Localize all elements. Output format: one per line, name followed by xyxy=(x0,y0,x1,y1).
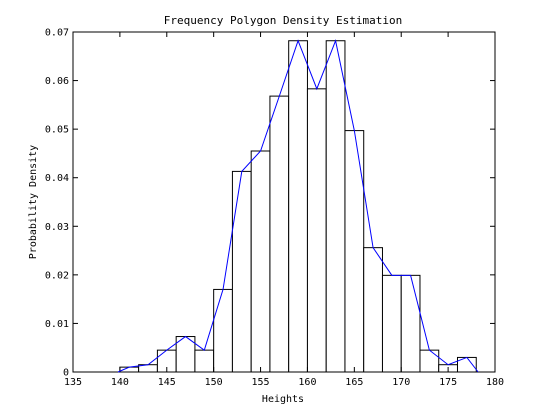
histogram-bar xyxy=(250,150,271,373)
y-tick-label: 0.03 xyxy=(45,222,69,233)
x-tick-label: 140 xyxy=(111,377,129,388)
histogram-bar xyxy=(419,349,440,373)
x-tick-labels: 135 140 145 150 155 160 165 170 175 180 xyxy=(64,377,504,388)
histogram-bar xyxy=(381,274,402,373)
x-tick-label: 150 xyxy=(205,377,223,388)
y-tick-label: 0.02 xyxy=(45,270,69,281)
histogram-bar xyxy=(306,88,327,373)
histogram-bar xyxy=(269,95,290,373)
x-tick-label: 175 xyxy=(439,377,457,388)
y-tick-label: 0 xyxy=(63,368,69,379)
y-axis-label: Probability Density xyxy=(28,145,39,259)
density-polygon-line xyxy=(117,38,479,373)
y-tick-label: 0.04 xyxy=(45,173,69,184)
histogram-bar xyxy=(288,40,308,373)
y-tick-label: 0.01 xyxy=(45,319,69,330)
histogram-bar xyxy=(325,40,346,373)
x-tick-label: 180 xyxy=(486,377,504,388)
x-tick-label: 170 xyxy=(392,377,410,388)
x-tick-label: 165 xyxy=(345,377,363,388)
ticks-layer xyxy=(72,31,496,373)
chart-title: Frequency Polygon Density Estimation xyxy=(164,14,402,27)
y-tick-label: 0.06 xyxy=(45,76,69,87)
y-tick-label: 0.07 xyxy=(45,28,69,39)
x-tick-label: 135 xyxy=(64,377,82,388)
histogram-bar xyxy=(194,349,215,373)
x-tick-label: 160 xyxy=(298,377,316,388)
bars-layer xyxy=(119,40,477,373)
histogram-bar xyxy=(213,288,233,373)
x-tick-label: 155 xyxy=(252,377,270,388)
x-axis-label: Heights xyxy=(262,394,304,405)
histogram-bar xyxy=(231,170,252,373)
histogram-bar xyxy=(344,130,365,373)
histogram-bar xyxy=(400,274,421,373)
y-tick-labels: 0 0.01 0.02 0.03 0.04 0.05 0.06 0.07 xyxy=(45,28,69,379)
x-tick-label: 145 xyxy=(158,377,176,388)
y-tick-label: 0.05 xyxy=(45,125,69,136)
histogram-bar xyxy=(363,247,383,373)
